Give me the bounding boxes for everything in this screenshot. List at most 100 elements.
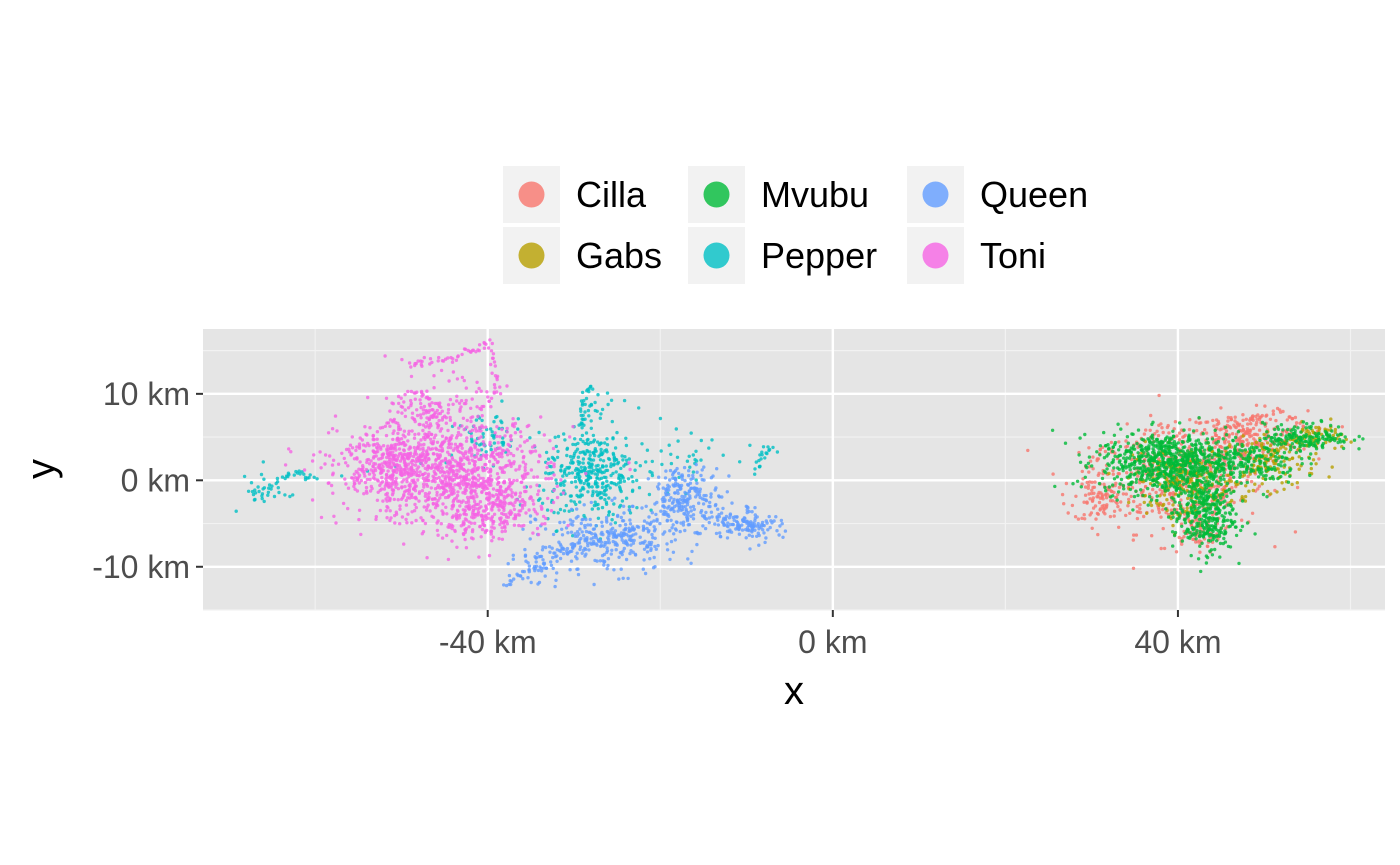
data-point [1112, 514, 1116, 518]
data-point [1183, 468, 1188, 472]
data-point [683, 478, 687, 483]
data-point [1171, 515, 1175, 519]
data-point [407, 429, 411, 433]
data-point [448, 418, 453, 422]
data-point [542, 433, 546, 437]
data-point [1241, 434, 1245, 438]
data-point [1223, 511, 1228, 515]
data-point [1144, 478, 1148, 482]
data-point [528, 485, 533, 489]
data-point [1249, 463, 1254, 467]
data-point [1088, 513, 1092, 517]
data-point [344, 461, 348, 465]
data-point [500, 427, 504, 432]
data-point [675, 500, 679, 504]
data-point [696, 532, 700, 536]
data-point [687, 522, 692, 527]
data-point [1080, 469, 1085, 474]
data-point [1132, 455, 1136, 460]
data-point [604, 464, 608, 468]
data-point [617, 577, 621, 581]
data-point [474, 418, 479, 422]
data-point [1078, 460, 1083, 464]
data-point [1132, 463, 1137, 467]
data-point [606, 402, 610, 407]
data-point [601, 459, 606, 463]
data-point [1283, 463, 1287, 467]
data-point [1175, 467, 1179, 472]
data-point [1204, 561, 1209, 565]
data-point [1150, 433, 1155, 437]
data-point [626, 477, 631, 481]
data-point [1230, 522, 1235, 526]
data-point [620, 454, 624, 458]
data-point [426, 446, 431, 450]
data-point [480, 465, 485, 470]
data-point [1293, 431, 1297, 435]
data-point [673, 527, 678, 531]
data-point [667, 488, 671, 492]
data-point [1314, 425, 1318, 430]
data-point [645, 521, 649, 525]
data-point [464, 470, 468, 474]
data-point [650, 459, 654, 464]
data-point [1257, 448, 1262, 453]
data-point [661, 486, 665, 490]
data-point [1117, 525, 1121, 529]
data-point [607, 541, 611, 545]
data-point [395, 482, 399, 486]
data-point [375, 498, 380, 502]
data-point [627, 505, 632, 509]
data-point [1295, 481, 1300, 485]
data-point [494, 448, 498, 452]
data-point [1228, 426, 1233, 430]
data-point [573, 479, 578, 484]
data-point [256, 485, 260, 489]
data-point [764, 519, 768, 523]
data-point [1197, 462, 1201, 466]
data-point [586, 408, 591, 413]
data-point [607, 510, 611, 514]
data-point [1150, 463, 1154, 467]
data-point [696, 490, 700, 494]
data-point [452, 464, 456, 468]
data-point [1314, 451, 1318, 456]
data-point [519, 574, 523, 578]
data-point [586, 490, 590, 494]
data-point [1256, 475, 1261, 479]
data-point [1163, 489, 1167, 493]
data-point [1151, 447, 1155, 451]
data-point [1235, 466, 1239, 470]
data-point [1232, 466, 1237, 470]
data-point [1196, 466, 1200, 470]
data-point [1266, 467, 1271, 472]
data-point [1092, 491, 1096, 495]
data-point [1101, 497, 1105, 501]
data-point [1138, 458, 1142, 462]
data-point [1113, 454, 1117, 458]
data-point [520, 449, 524, 453]
data-point [654, 512, 658, 517]
data-point [491, 462, 496, 467]
data-point [1211, 537, 1215, 542]
data-point [1211, 477, 1215, 482]
data-point [366, 395, 370, 400]
data-point [1304, 439, 1309, 444]
data-point [532, 475, 536, 479]
data-point [667, 498, 672, 503]
data-point [302, 472, 306, 476]
data-point [449, 446, 453, 450]
data-point [1141, 464, 1146, 468]
data-point [1215, 539, 1219, 543]
data-point [1112, 433, 1117, 437]
data-point [399, 437, 404, 441]
data-point [419, 516, 423, 520]
data-point [475, 452, 480, 456]
data-point [544, 450, 549, 455]
data-point [1194, 537, 1198, 541]
data-point [593, 472, 597, 476]
data-point [431, 502, 436, 506]
data-point [1203, 466, 1207, 470]
data-point [552, 488, 556, 493]
data-point [594, 533, 598, 538]
